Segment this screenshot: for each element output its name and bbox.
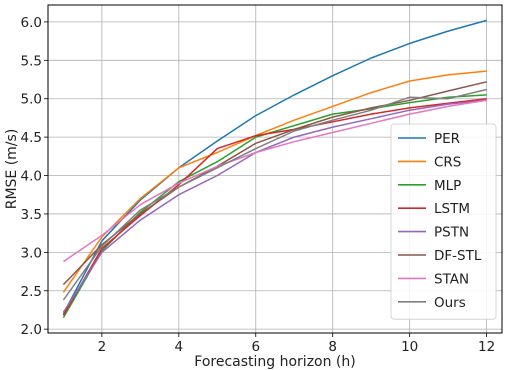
series-line-df-stl: [62, 81, 487, 286]
x-tick-label: 12: [478, 339, 495, 355]
legend-label-lstm: LSTM: [434, 201, 470, 217]
legend-label-per: PER: [434, 131, 460, 147]
y-tick-label: 4.5: [21, 130, 42, 146]
series-line-lstm: [62, 97, 487, 316]
x-tick-label: 8: [328, 339, 337, 355]
series-lines: [62, 19, 487, 318]
y-tick-label: 5.5: [21, 53, 42, 69]
legend-label-df-stl: DF-STL: [434, 248, 482, 264]
legend: PER CRS MLP LSTM PSTN DF-STL STAN Ours: [390, 123, 497, 320]
y-tick-label: 5.0: [21, 92, 42, 108]
series-line-stan: [62, 99, 487, 263]
x-tick-label: 10: [401, 339, 418, 355]
x-tick-label: 4: [175, 339, 184, 355]
y-tick-label: 3.0: [21, 245, 42, 261]
legend-label-stan: STAN: [434, 271, 469, 287]
plot-frame: [47, 4, 503, 334]
x-axis-label: Forecasting horizon (h): [194, 354, 355, 370]
x-axis-ticks: 2 4 6 8 10 12: [98, 333, 495, 355]
x-tick-label: 6: [251, 339, 260, 355]
series-line-per: [62, 19, 487, 315]
legend-label-ours: Ours: [434, 295, 466, 311]
y-tick-label: 6.0: [21, 15, 42, 31]
legend-label-pstn: PSTN: [434, 225, 469, 241]
legend-label-crs: CRS: [434, 154, 461, 170]
series-line-crs: [62, 70, 487, 293]
series-line-pstn: [62, 99, 487, 313]
legend-label-mlp: MLP: [434, 178, 461, 194]
y-tick-label: 2.5: [21, 284, 42, 300]
y-axis-ticks: 2.0 2.5 3.0 3.5 4.0 4.5 5.0 5.5 6.0: [21, 15, 48, 338]
y-tick-label: 4.0: [21, 169, 42, 185]
x-tick-label: 2: [98, 339, 107, 355]
y-tick-label: 3.5: [21, 207, 42, 223]
series-line-ours: [62, 88, 487, 301]
legend-box: [390, 123, 497, 320]
y-axis-label: RMSE (m/s): [4, 129, 20, 210]
y-tick-label: 2.0: [21, 322, 42, 338]
